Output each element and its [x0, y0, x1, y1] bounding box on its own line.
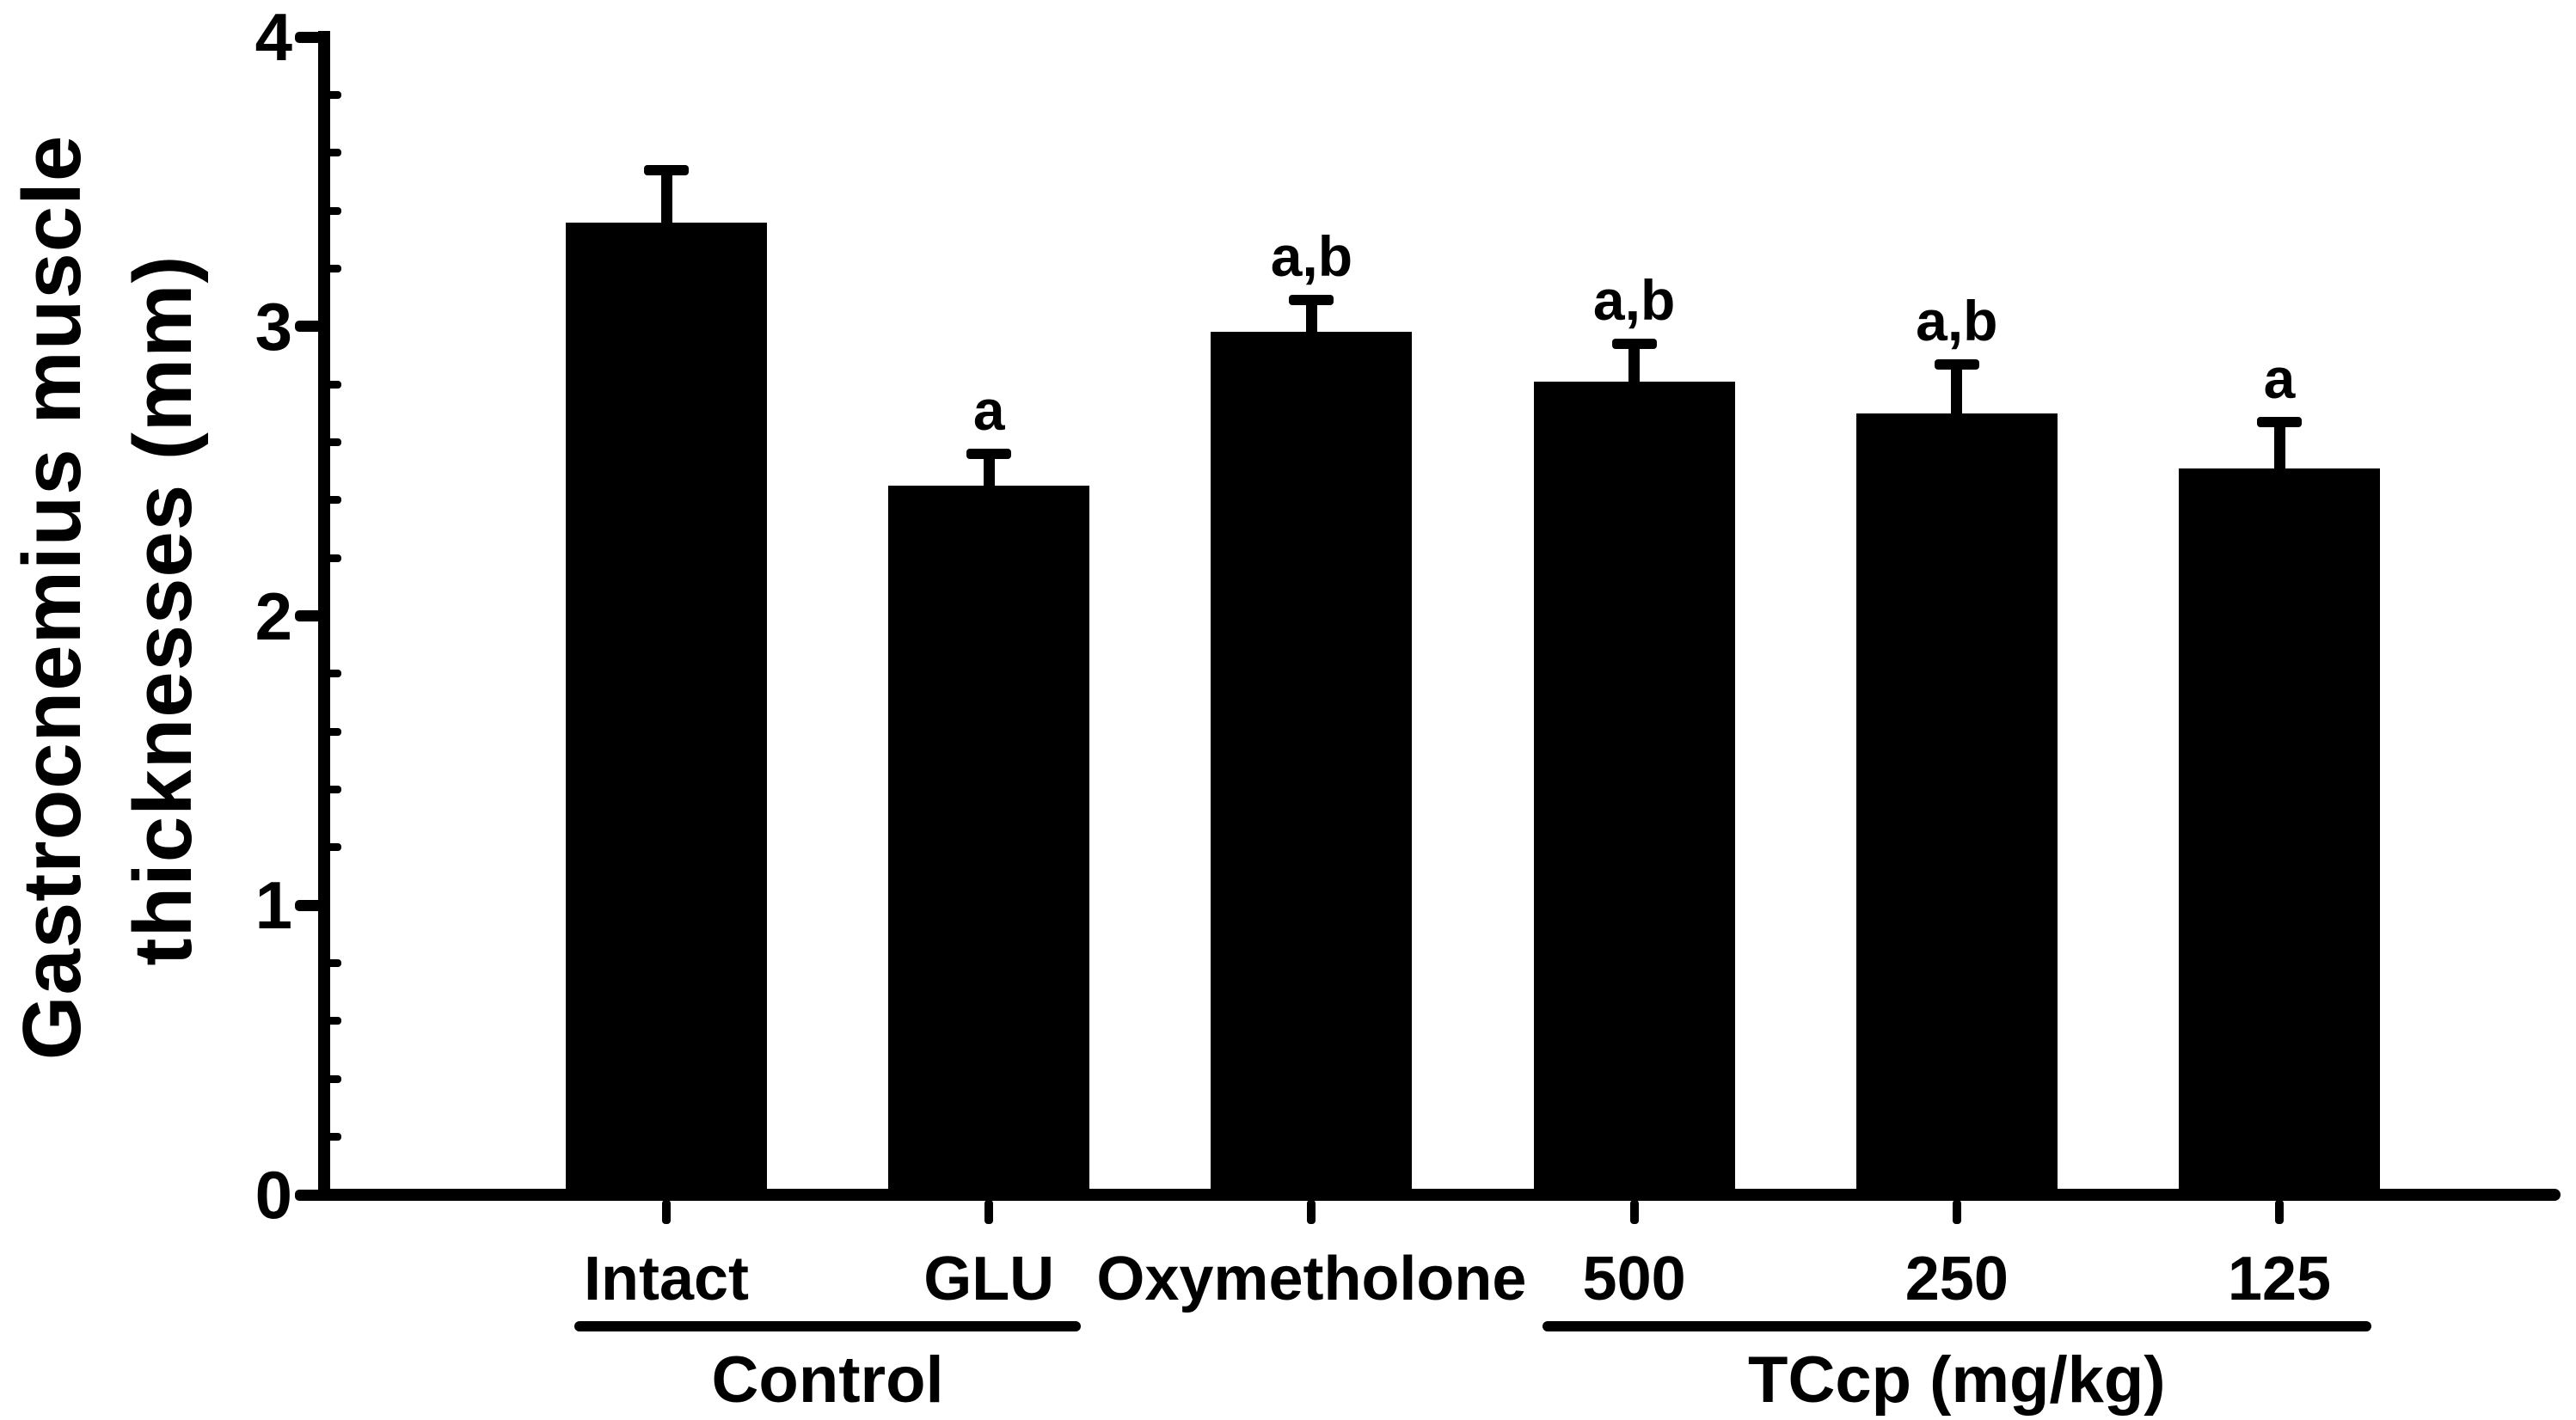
x-tick	[1629, 1200, 1639, 1224]
y-major-tick	[295, 1189, 324, 1201]
bar	[1855, 413, 2058, 1201]
y-minor-tick	[324, 1074, 341, 1083]
y-axis-line	[318, 31, 330, 1201]
error-bar-stem	[1628, 343, 1641, 382]
error-bar-cap	[966, 448, 1012, 459]
error-bar-stem	[660, 169, 672, 223]
error-bar-cap	[1611, 338, 1657, 349]
x-axis-line	[318, 1189, 2561, 1201]
x-tick	[1307, 1200, 1316, 1224]
error-bar-cap	[1934, 358, 1979, 370]
y-major-tick	[295, 899, 324, 911]
error-bar-cap	[2257, 416, 2302, 427]
x-tick-label: 250	[1904, 1245, 2009, 1313]
bar	[888, 485, 1090, 1201]
group-underline	[1542, 1321, 2371, 1331]
y-minor-tick	[324, 206, 341, 215]
y-minor-tick	[324, 843, 341, 852]
y-minor-tick	[324, 90, 341, 99]
y-major-tick	[295, 321, 324, 333]
y-tick-label: 4	[255, 0, 292, 75]
x-tick	[662, 1200, 671, 1224]
x-tick-label: Intact	[583, 1245, 750, 1313]
significance-label: a	[972, 377, 1005, 442]
significance-label: a	[2263, 346, 2296, 410]
error-bar-stem	[2273, 421, 2285, 468]
x-tick	[1952, 1200, 1961, 1224]
error-bar-stem	[983, 453, 995, 486]
group-label: Control	[711, 1343, 944, 1417]
y-tick-label: 2	[255, 578, 292, 654]
error-bar-cap	[1289, 295, 1334, 306]
x-tick	[984, 1200, 994, 1224]
group-label: TCcp (mg/kg)	[1748, 1343, 2166, 1417]
y-major-tick	[295, 31, 324, 43]
y-minor-tick	[324, 496, 341, 505]
group-underline	[574, 1321, 1082, 1331]
y-minor-tick	[324, 264, 341, 272]
x-tick-label: GLU	[923, 1245, 1055, 1313]
significance-label: a,b	[1270, 224, 1353, 289]
y-major-tick	[295, 610, 324, 621]
y-tick-label: 3	[255, 288, 292, 364]
y-minor-tick	[324, 438, 341, 446]
y-minor-tick	[324, 727, 341, 736]
x-tick-label: 500	[1582, 1245, 1686, 1313]
y-tick-label: 1	[255, 867, 292, 944]
y-minor-tick	[324, 380, 341, 389]
y-minor-tick	[324, 1133, 341, 1142]
y-minor-tick	[324, 554, 341, 562]
y-minor-tick	[324, 959, 341, 968]
x-tick-label: Oxymetholone	[1096, 1245, 1527, 1313]
bar	[566, 222, 767, 1201]
y-minor-tick	[324, 786, 341, 794]
y-minor-tick	[324, 1017, 341, 1025]
x-tick	[2275, 1200, 2284, 1224]
y-axis-title-line1: Gastrocnemius muscle	[6, 134, 98, 1061]
x-tick-label: 125	[2227, 1245, 2332, 1313]
bar	[1211, 332, 1413, 1201]
bar	[1533, 381, 1735, 1201]
error-bar-stem	[1305, 300, 1317, 333]
y-minor-tick	[324, 149, 341, 157]
y-tick-label: 0	[255, 1157, 292, 1233]
significance-label: a,b	[1916, 288, 1998, 352]
error-bar-stem	[1951, 364, 1963, 413]
y-minor-tick	[324, 670, 341, 678]
significance-label: a,b	[1592, 267, 1676, 332]
bar	[2179, 468, 2380, 1201]
error-bar-cap	[644, 164, 689, 175]
